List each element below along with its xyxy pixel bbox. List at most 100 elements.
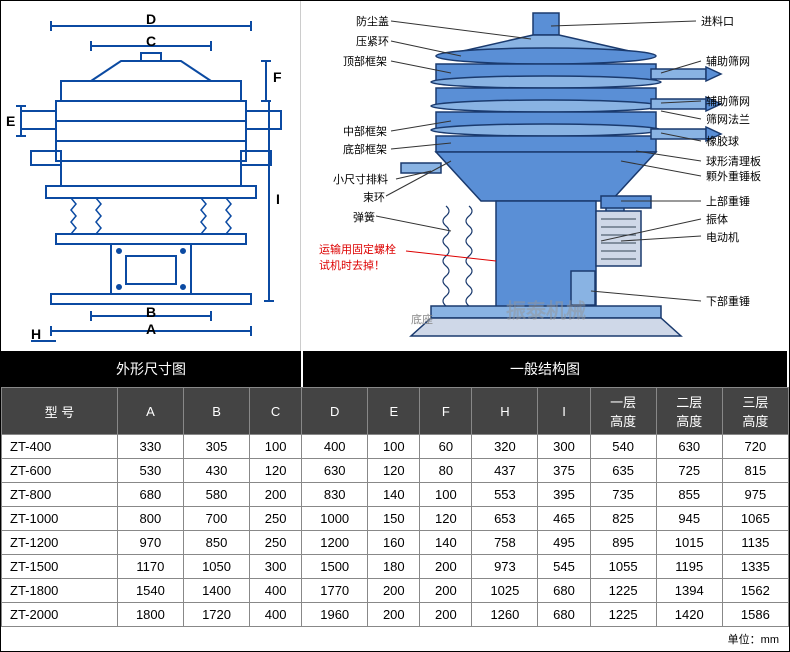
table-cell: 100	[368, 435, 420, 459]
table-cell: 140	[420, 531, 472, 555]
table-cell: 895	[590, 531, 656, 555]
ann-hammer-plate: 颗外重锤板	[706, 168, 761, 184]
title-structure: 一般结构图	[303, 351, 787, 387]
table-cell: 975	[722, 483, 788, 507]
table-cell: 1225	[590, 603, 656, 627]
table-cell: 1335	[722, 555, 788, 579]
table-cell: 735	[590, 483, 656, 507]
table-cell: 305	[183, 435, 249, 459]
dimension-diagram: D C F E I B A H	[1, 1, 301, 351]
table-cell: 1960	[302, 603, 368, 627]
table-cell: 1000	[302, 507, 368, 531]
col-header: 一层 高度	[590, 388, 656, 435]
table-cell: 530	[117, 459, 183, 483]
table-cell: 100	[250, 435, 302, 459]
table-cell: 545	[538, 555, 590, 579]
table-cell: 825	[590, 507, 656, 531]
spec-table: 型 号ABCDEFHI一层 高度二层 高度三层 高度 ZT-4003303051…	[1, 387, 789, 627]
ann-band: 束环	[363, 189, 385, 205]
ann-upper-hammer: 上部重锤	[706, 193, 750, 209]
dim-E: E	[6, 113, 15, 129]
table-cell: 1586	[722, 603, 788, 627]
table-cell: 1170	[117, 555, 183, 579]
ann-bottom-frame: 底部框架	[343, 141, 387, 157]
table-cell: 200	[420, 555, 472, 579]
col-header: 三层 高度	[722, 388, 788, 435]
table-cell: 945	[656, 507, 722, 531]
table-cell: 970	[117, 531, 183, 555]
table-cell: 200	[368, 603, 420, 627]
table-cell: 120	[250, 459, 302, 483]
dim-H: H	[31, 326, 41, 342]
table-cell: 200	[420, 579, 472, 603]
table-cell: 200	[420, 603, 472, 627]
table-cell: 830	[302, 483, 368, 507]
table-cell: ZT-2000	[2, 603, 118, 627]
table-cell: 300	[250, 555, 302, 579]
ann-dust-cover: 防尘盖	[356, 13, 389, 29]
table-cell: 250	[250, 531, 302, 555]
table-cell: 1394	[656, 579, 722, 603]
table-cell: ZT-1500	[2, 555, 118, 579]
table-cell: 680	[538, 603, 590, 627]
table-row: ZT-1500117010503001500180200973545105511…	[2, 555, 789, 579]
table-cell: ZT-1200	[2, 531, 118, 555]
table-cell: 1015	[656, 531, 722, 555]
table-cell: 437	[472, 459, 538, 483]
table-cell: 653	[472, 507, 538, 531]
table-cell: 430	[183, 459, 249, 483]
table-cell: 200	[250, 483, 302, 507]
title-dimension: 外形尺寸图	[1, 351, 301, 387]
table-row: ZT-800680580200830140100553395735855975	[2, 483, 789, 507]
table-cell: 630	[656, 435, 722, 459]
ann-red-warning: 运输用固定螺栓 试机时去掉！	[319, 241, 396, 273]
table-cell: 1800	[117, 603, 183, 627]
table-cell: 1055	[590, 555, 656, 579]
col-header: F	[420, 388, 472, 435]
table-cell: 495	[538, 531, 590, 555]
table-cell: 400	[302, 435, 368, 459]
dim-B: B	[146, 304, 156, 320]
table-cell: 1225	[590, 579, 656, 603]
table-cell: 395	[538, 483, 590, 507]
col-header: 型 号	[2, 388, 118, 435]
ann-ball: 橡胶球	[706, 133, 739, 149]
table-row: ZT-1200970850250120016014075849589510151…	[2, 531, 789, 555]
table-cell: 150	[368, 507, 420, 531]
table-cell: 120	[420, 507, 472, 531]
table-cell: 1400	[183, 579, 249, 603]
col-header: B	[183, 388, 249, 435]
table-cell: ZT-600	[2, 459, 118, 483]
table-cell: 180	[368, 555, 420, 579]
table-cell: 250	[250, 507, 302, 531]
table-cell: 400	[250, 579, 302, 603]
table-cell: 320	[472, 435, 538, 459]
table-cell: 1540	[117, 579, 183, 603]
ann-flange: 筛网法兰	[706, 111, 750, 127]
table-row: ZT-60053043012063012080437375635725815	[2, 459, 789, 483]
col-header: 二层 高度	[656, 388, 722, 435]
table-cell: 758	[472, 531, 538, 555]
table-cell: 580	[183, 483, 249, 507]
ann-lower-hammer: 下部重锤	[706, 293, 750, 309]
table-cell: 400	[250, 603, 302, 627]
table-cell: 815	[722, 459, 788, 483]
ann-mid-frame: 中部框架	[343, 123, 387, 139]
table-cell: 680	[538, 579, 590, 603]
structure-diagram: 防尘盖 压紧环 顶部框架 中部框架 底部框架 小尺寸排料 束环 弹簧 运输用固定…	[301, 1, 790, 351]
table-cell: 375	[538, 459, 590, 483]
dim-A: A	[146, 321, 156, 337]
table-cell: 1135	[722, 531, 788, 555]
table-cell: 1200	[302, 531, 368, 555]
dim-C: C	[146, 33, 156, 49]
table-cell: 60	[420, 435, 472, 459]
table-cell: 635	[590, 459, 656, 483]
col-header: D	[302, 388, 368, 435]
ann-small-outlet: 小尺寸排料	[333, 171, 388, 187]
table-cell: 1050	[183, 555, 249, 579]
table-cell: 553	[472, 483, 538, 507]
col-header: A	[117, 388, 183, 435]
table-cell: 160	[368, 531, 420, 555]
table-cell: 465	[538, 507, 590, 531]
unit-label: 单位：mm	[1, 627, 789, 651]
